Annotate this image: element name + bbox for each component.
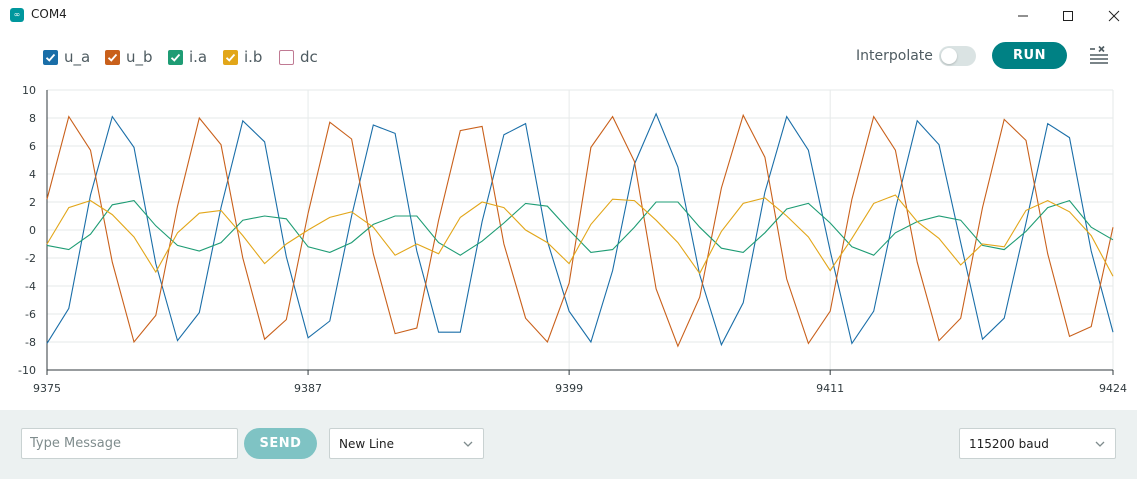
x-tick-label: 9399 [555,382,583,395]
x-tick-label: 9411 [816,382,844,395]
y-tick-label: 8 [29,112,36,125]
y-tick-label: 6 [29,140,36,153]
minimize-button[interactable] [1000,0,1046,31]
legend-item-i.b[interactable]: i.b [223,47,262,67]
x-tick-label: 9387 [294,382,322,395]
x-tick-label: 9424 [1099,382,1127,395]
series-line-i.b [46,194,1114,277]
legend-item-u_a[interactable]: u_a [43,47,90,67]
series-line-i.a [46,199,1114,256]
minimize-icon [1018,15,1028,16]
chevron-down-icon [463,441,473,447]
chevron-down-icon [1095,441,1105,447]
y-tick-label: -2 [25,252,36,265]
y-tick-label: 4 [29,168,36,181]
y-tick-label: -8 [25,336,36,349]
window-title: COM4 [31,7,67,21]
message-bar: SEND New Line 115200 baud [0,410,1137,479]
interpolate-label: Interpolate [856,48,933,64]
series-line-u_a [46,112,1114,347]
legend-item-i.a[interactable]: i.a [168,47,207,67]
maximize-icon [1063,10,1073,21]
clear-button[interactable] [1086,44,1112,68]
toggle-knob [941,48,957,64]
line-ending-select[interactable]: New Line [329,428,484,459]
legend-checkbox[interactable] [43,49,58,65]
arduino-infinity-icon: ∞ [10,8,24,22]
y-tick-label: -10 [18,364,36,377]
series-line-u_b [46,113,1114,348]
legend-item-u_b[interactable]: u_b [105,47,153,67]
clear-list-icon [1090,45,1108,64]
legend-label: u_b [126,48,153,66]
checkmark-icon [45,53,56,62]
legend-checkbox[interactable] [168,49,183,65]
close-button[interactable] [1091,0,1137,31]
checkmark-icon [107,53,118,62]
y-tick-label: 0 [29,224,36,237]
line-ending-value: New Line [339,437,394,451]
legend-label: u_a [64,48,91,66]
interpolate-toggle[interactable] [939,46,976,66]
y-tick-label: 2 [29,196,36,209]
y-tick-label: -4 [25,280,36,293]
checkmark-icon [225,53,236,62]
x-tick-label: 9375 [33,382,61,395]
title-bar: ∞ COM4 [0,0,1137,31]
baud-rate-value: 115200 baud [969,437,1049,451]
legend-item-dc[interactable]: dc [279,47,318,67]
plotter-toolbar: u_a u_b i.a i.b dc Interpolate RUN [0,31,1137,79]
legend-checkbox[interactable] [279,49,294,65]
legend-label: dc [300,48,318,66]
legend-checkbox[interactable] [105,49,120,65]
y-tick-label: 10 [22,84,36,97]
legend-label: i.a [189,48,208,66]
legend-label: i.b [244,48,263,66]
legend-checkbox[interactable] [223,49,238,65]
send-button[interactable]: SEND [244,428,317,459]
maximize-button[interactable] [1045,0,1091,31]
run-button[interactable]: RUN [992,42,1067,69]
message-input[interactable] [21,428,238,459]
y-tick-label: -6 [25,308,36,321]
serial-plot-chart: -10 -8 -6 -4 -2 0 2 4 6 8 10 9375 9387 9399 9411 9424 [18,84,1127,395]
checkmark-icon [170,53,181,62]
baud-rate-select[interactable]: 115200 baud [959,428,1116,459]
close-icon [1108,10,1120,21]
plot-area: -10 -8 -6 -4 -2 0 2 4 6 8 10 9375 9387 9399 9411 9424 [0,79,1137,410]
